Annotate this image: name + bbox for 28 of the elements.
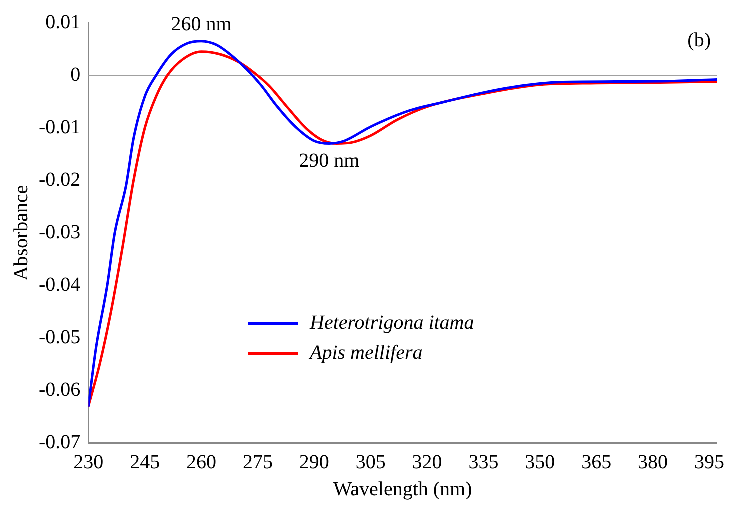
y-tick-label: -0.02 [38,168,81,191]
y-tick-label: -0.07 [38,431,81,454]
y-tick-label: 0.01 [46,11,81,34]
legend-label: Heterotrigona itama [310,312,474,334]
y-tick-label: 0 [70,64,81,86]
y-tick-label: -0.01 [38,116,81,138]
x-tick-label: 380 [638,451,668,474]
y-tick-label: -0.03 [38,221,81,244]
legend-label: Apis mellifera [310,342,423,364]
x-tick-label: 230 [74,451,104,474]
x-tick-label: 395 [694,451,724,474]
annotation: 290 nm [299,150,360,172]
x-tick-label: 290 [299,451,330,474]
y-tick-label: -0.06 [38,378,81,401]
x-tick-label: 365 [582,451,612,474]
annotation: 260 nm [171,14,232,36]
annotation: (b) [688,29,711,52]
x-axis-title: Wavelength (nm) [333,478,472,500]
x-tick-label: 245 [130,451,160,474]
x-tick-label: 320 [412,451,442,474]
x-tick-label: 260 [186,451,217,474]
x-tick-label: 305 [356,451,386,474]
y-axis-title: Absorbance [10,185,32,281]
x-tick-label: 350 [525,451,556,474]
x-tick-label: 275 [242,451,273,474]
y-tick-label: -0.04 [38,274,81,296]
y-tick-label: -0.05 [38,326,81,348]
x-tick-label: 335 [468,451,499,474]
